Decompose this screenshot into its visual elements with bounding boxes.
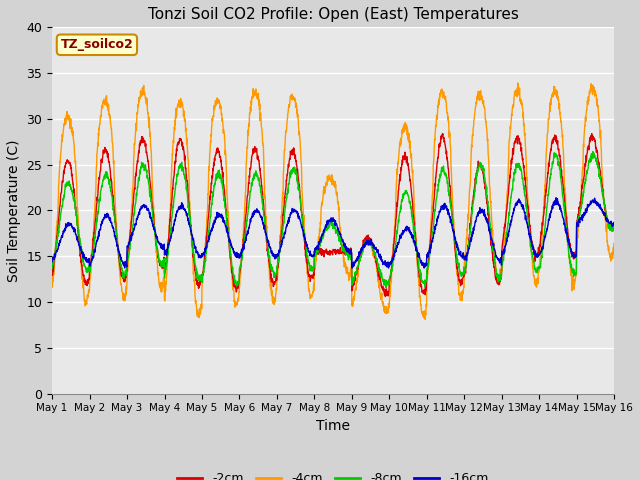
Legend: -2cm, -4cm, -8cm, -16cm: -2cm, -4cm, -8cm, -16cm — [172, 467, 494, 480]
Y-axis label: Soil Temperature (C): Soil Temperature (C) — [7, 139, 21, 282]
X-axis label: Time: Time — [316, 419, 350, 433]
Text: TZ_soilco2: TZ_soilco2 — [61, 38, 133, 51]
Title: Tonzi Soil CO2 Profile: Open (East) Temperatures: Tonzi Soil CO2 Profile: Open (East) Temp… — [148, 7, 518, 22]
